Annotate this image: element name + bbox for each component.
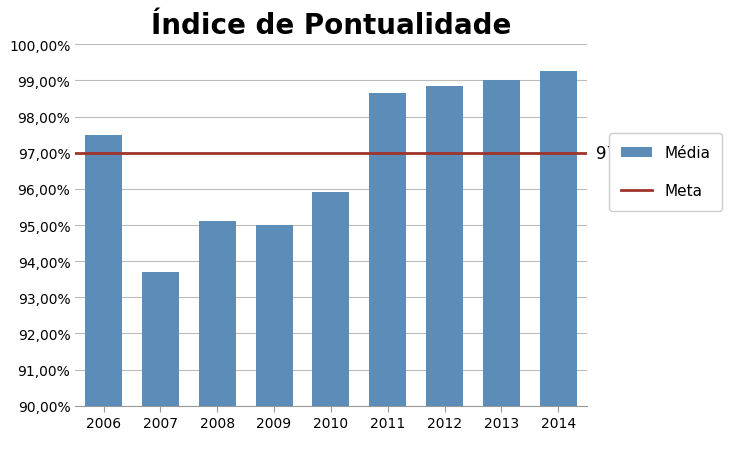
Bar	[256, 226, 293, 451]
Bar	[483, 81, 520, 451]
Bar	[540, 72, 577, 451]
Bar	[369, 94, 406, 451]
Bar	[426, 87, 463, 451]
Bar	[85, 135, 122, 451]
Bar	[142, 272, 179, 451]
Bar	[199, 222, 235, 451]
Legend: Média, Meta: Média, Meta	[609, 134, 723, 211]
Bar	[312, 193, 350, 451]
Title: Índice de Pontualidade: Índice de Pontualidade	[150, 12, 511, 40]
Text: 97%: 97%	[596, 144, 632, 162]
